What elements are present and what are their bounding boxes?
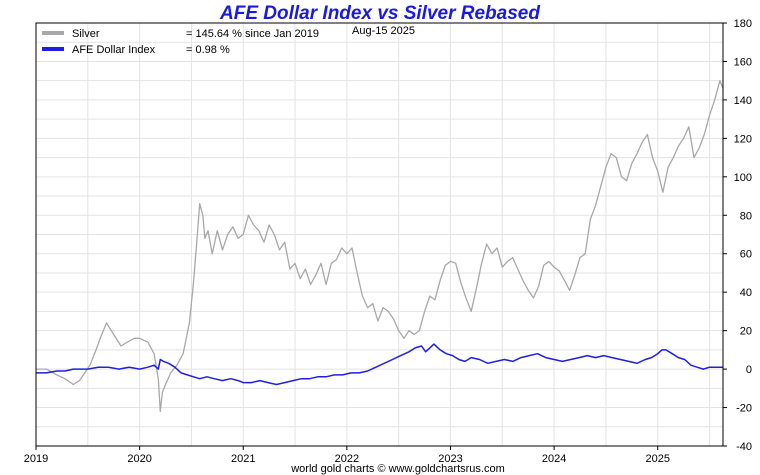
y-tick-label: 20 [740, 326, 752, 338]
y-tick-label: 180 [734, 18, 752, 30]
y-tick-label: 60 [740, 249, 752, 261]
footer-credit: world gold charts © www.goldchartsrus.co… [290, 463, 505, 475]
y-tick-label: 140 [734, 95, 752, 107]
legend: Silver = 145.64 % since Jan 2019 AFE Dol… [42, 25, 415, 56]
x-tick-label: 2022 [335, 453, 359, 465]
x-axis: 2019 2020 2021 2022 2023 2024 2025 [24, 446, 670, 465]
x-tick-label: 2025 [645, 453, 669, 465]
x-tick-label: 2023 [438, 453, 462, 465]
y-tick-label: 80 [740, 210, 752, 222]
y-tick-label: -20 [736, 403, 752, 415]
series-line-silver [36, 80, 724, 413]
series-line-afe-dollar-index [36, 343, 723, 386]
series-layer [36, 80, 724, 413]
plot-frame [35, 22, 724, 447]
x-tick-label: 2021 [231, 453, 255, 465]
x-tick-label: 2020 [127, 453, 151, 465]
y-tick-label: 160 [734, 56, 752, 68]
x-tick-label: 2024 [542, 453, 566, 465]
legend-label-silver: Silver [72, 28, 100, 40]
y-tick-label: 100 [734, 172, 752, 184]
legend-label-afe: AFE Dollar Index [72, 44, 156, 56]
x-tick-label: 2019 [24, 453, 48, 465]
y-axis: -40 -20 0 20 40 60 80 100 120 140 160 180 [723, 18, 752, 453]
date-label: Aug-15 2025 [352, 25, 415, 37]
chart-title: AFE Dollar Index vs Silver Rebased [219, 3, 540, 24]
y-tick-label: 120 [734, 133, 752, 145]
y-tick-label: 0 [746, 364, 752, 376]
y-tick-label: 40 [740, 287, 752, 299]
legend-value-silver: = 145.64 % since Jan 2019 [186, 28, 319, 40]
y-tick-label: -40 [736, 441, 752, 453]
legend-value-afe: = 0.98 % [186, 44, 230, 56]
